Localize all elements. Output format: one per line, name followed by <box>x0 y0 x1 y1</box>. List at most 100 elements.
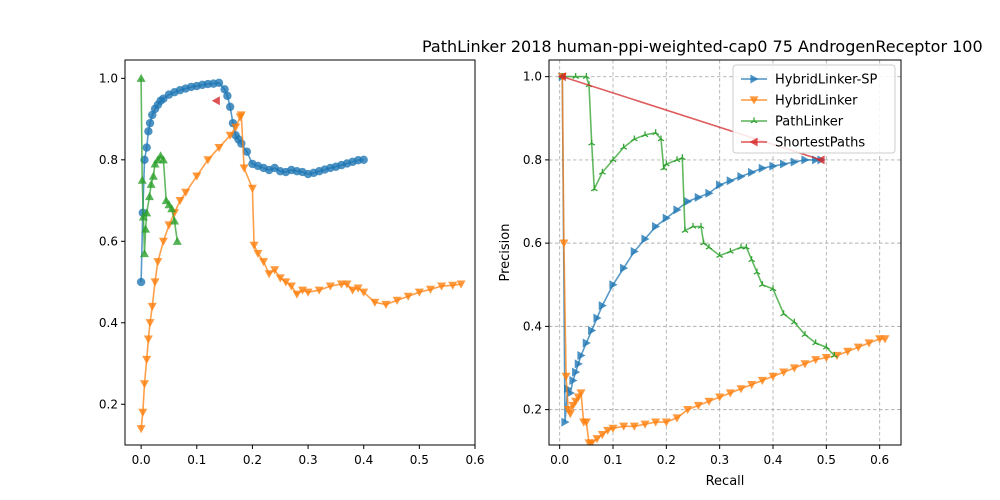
x-tick-label: 0.2 <box>657 453 676 467</box>
data-point-hybridlinker <box>437 282 447 291</box>
data-point-hybridlinker <box>142 355 152 364</box>
data-point-hybridlinker <box>286 282 296 291</box>
data-point-hybridlinker <box>214 143 224 153</box>
data-point-pathlinker <box>139 249 149 258</box>
data-point-hybridlinker <box>843 347 853 356</box>
x-tick-label: 0.6 <box>465 453 484 467</box>
data-point-hybridlinker-sp <box>694 192 703 202</box>
data-point-hybridlinker-sp <box>572 367 581 377</box>
legend-box <box>732 64 896 154</box>
data-point-hybridlinker <box>800 360 810 369</box>
data-point-hybridlinker <box>603 426 613 435</box>
series-group <box>557 72 890 445</box>
data-point-pathlinker <box>697 222 705 229</box>
data-point-hybridlinker <box>581 418 591 427</box>
data-point-hybridlinker <box>608 424 618 433</box>
data-point-hybridlinker <box>158 237 168 246</box>
y-axis-label: Precision <box>498 223 513 281</box>
data-point-hybridlinker-sp <box>716 180 725 190</box>
data-point-pathlinker <box>726 247 734 254</box>
data-point-hybridlinker <box>147 302 157 311</box>
data-point-hybridlinker <box>348 286 358 295</box>
data-point-pathlinker <box>662 160 670 167</box>
data-point-hybridlinker <box>145 319 155 328</box>
data-point-hybridlinker <box>715 393 725 402</box>
data-point-shortestpaths <box>816 155 825 165</box>
data-point-hybridlinker-sp <box>641 234 650 244</box>
data-point-hybridlinker <box>270 266 280 275</box>
data-point-shortestpaths <box>557 72 566 82</box>
data-point-pathlinker <box>137 175 147 184</box>
data-point-hybridlinker <box>563 406 573 415</box>
data-point-hybridlinker <box>353 284 363 293</box>
data-point-pathlinker <box>588 139 596 146</box>
data-point-hybridlinker-sp <box>142 143 151 152</box>
data-point-hybridlinker <box>757 376 767 385</box>
data-point-hybridlinker-sp <box>145 118 155 128</box>
data-point-pathlinker <box>590 185 598 192</box>
data-point-hybridlinker-sp <box>748 167 757 177</box>
data-point-pathlinker <box>678 154 686 161</box>
data-point-hybridlinker-sp <box>598 301 607 311</box>
y-tick-label: 1.0 <box>523 70 542 84</box>
data-point-hybridlinker <box>640 420 650 429</box>
data-point-pathlinker <box>630 135 638 142</box>
data-point-hybridlinker <box>136 425 146 434</box>
data-point-hybridlinker <box>661 418 671 427</box>
data-point-hybridlinker <box>425 285 435 294</box>
data-point-hybridlinker <box>403 292 413 301</box>
data-point-hybridlinker-sp <box>214 78 224 88</box>
data-point-hybridlinker-sp <box>144 127 153 136</box>
data-point-pathlinker <box>812 339 820 346</box>
data-point-hybridlinker <box>175 196 185 206</box>
data-point-pathlinker <box>830 351 838 358</box>
data-point-hybridlinker <box>236 111 246 120</box>
data-point-pathlinker <box>769 285 777 292</box>
data-point-hybridlinker <box>587 439 597 445</box>
data-point-hybridlinker-sp <box>769 161 778 171</box>
data-point-hybridlinker-sp <box>652 221 661 231</box>
legend: HybridLinker-SP HybridLinker PathLinker Sho… <box>732 64 896 154</box>
data-point-hybridlinker <box>153 258 163 267</box>
data-point-hybridlinker-sp <box>136 277 146 287</box>
data-point-hybridlinker <box>693 401 703 410</box>
data-point-hybridlinker <box>303 288 313 297</box>
data-point-hybridlinker <box>359 288 369 297</box>
y-tick-label: 1.0 <box>99 71 118 85</box>
data-point-hybridlinker-sp <box>673 205 682 215</box>
data-point-pathlinker <box>652 129 660 136</box>
data-point-pathlinker <box>572 73 580 79</box>
data-point-hybridlinker-sp <box>593 313 602 323</box>
data-point-pathlinker <box>598 168 606 175</box>
data-point-pathlinker <box>172 236 182 245</box>
data-point-pathlinker <box>689 222 697 229</box>
x-tick-label: 0.4 <box>354 453 373 467</box>
data-point-pathlinker <box>609 156 617 163</box>
data-point-hybridlinker-sp <box>737 172 746 182</box>
data-point-hybridlinker <box>239 164 249 173</box>
data-point-hybridlinker <box>247 184 257 193</box>
data-point-hybridlinker-sp <box>662 213 671 223</box>
data-point-pathlinker <box>150 159 160 168</box>
data-point-pathlinker <box>700 239 708 246</box>
data-point-pathlinker <box>753 268 761 275</box>
data-point-hybridlinker <box>264 270 274 279</box>
data-point-pathlinker <box>620 143 628 150</box>
data-point-hybridlinker <box>576 389 586 398</box>
data-point-hybridlinker <box>725 389 735 398</box>
data-point-hybridlinker <box>281 278 291 287</box>
data-point-hybridlinker <box>768 372 778 381</box>
legend-marker-hybridlinker <box>749 96 759 105</box>
data-point-hybridlinker-sp <box>237 139 246 148</box>
data-point-hybridlinker-sp <box>242 147 252 156</box>
y-tick-label: 0.6 <box>99 234 118 248</box>
data-point-hybridlinker <box>789 364 799 373</box>
data-point-hybridlinker <box>651 418 661 427</box>
data-point-hybridlinker <box>559 239 569 248</box>
legend-label-shortestpaths: ShortestPaths <box>775 136 865 151</box>
data-point-pathlinker <box>641 131 649 138</box>
data-point-hybridlinker <box>298 286 308 295</box>
data-point-hybridlinker-sp <box>223 91 232 101</box>
data-point-hybridlinker <box>150 278 160 287</box>
